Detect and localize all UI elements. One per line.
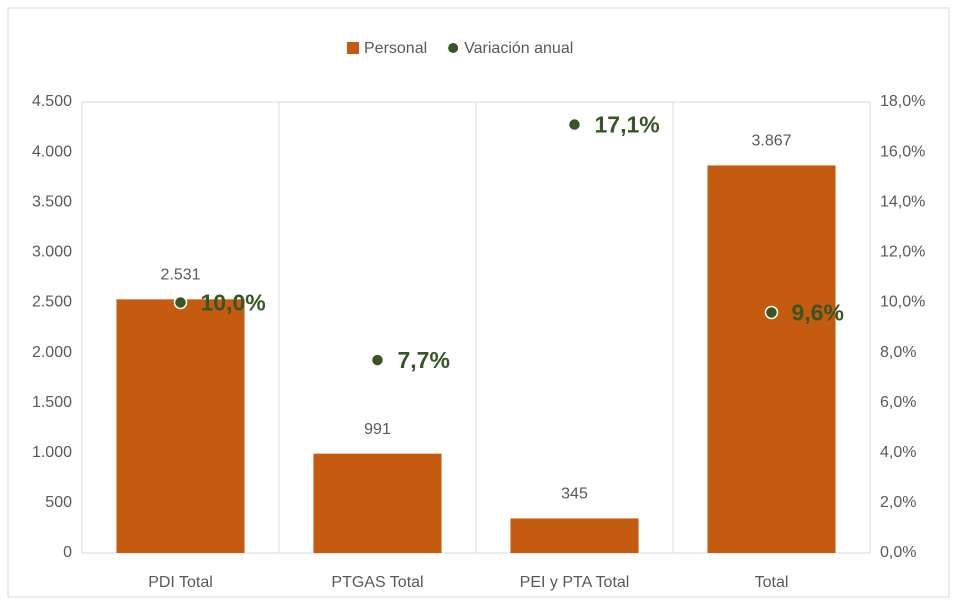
y2-tick-label: 18,0% [880,93,925,110]
y-tick-label: 0 [63,544,72,561]
point [567,117,582,132]
bar-value-label: 345 [561,486,588,503]
y-tick-label: 4.500 [32,93,72,110]
y2-tick-label: 8,0% [880,344,916,361]
y2-tick-label: 4,0% [880,444,916,461]
point [370,353,385,367]
y-tick-label: 1.000 [32,444,72,461]
bar-value-label: 991 [364,421,391,438]
point-value-label: 7,7% [398,347,450,373]
point [173,295,188,310]
x-tick-label: PTGAS Total [331,574,423,591]
y2-tick-label: 0,0% [880,544,916,561]
y2-tick-label: 14,0% [880,193,925,210]
y-tick-label: 3.500 [32,193,72,210]
bar-value-label: 2.531 [160,267,200,284]
y2-tick-label: 10,0% [880,294,925,311]
legend-label: Variación anual [464,40,573,57]
point [764,305,779,320]
point-value-label: 10,0% [201,290,266,316]
bar-value-label: 3.867 [751,133,791,150]
y2-tick-label: 6,0% [880,394,916,411]
y2-tick-label: 2,0% [880,494,916,511]
y-tick-label: 500 [45,494,72,511]
bar [116,299,245,553]
legend-label: Personal [364,40,427,57]
x-tick-label: PDI Total [148,574,213,591]
x-tick-label: Total [755,574,789,591]
bar [313,453,442,553]
y-tick-label: 2.500 [32,294,72,311]
y-tick-label: 2.000 [32,344,72,361]
y-tick-label: 3.000 [32,244,72,261]
point-value-label: 17,1% [595,112,660,138]
y-tick-label: 1.500 [32,394,72,411]
y2-tick-label: 12,0% [880,244,925,261]
bar [707,165,836,553]
y2-tick-label: 16,0% [880,143,925,160]
legend-swatch [347,42,359,54]
y-tick-label: 4.000 [32,143,72,160]
point-value-label: 9,6% [792,300,844,326]
legend-swatch [448,43,459,53]
bar [510,518,639,553]
x-tick-label: PEI y PTA Total [520,574,630,591]
